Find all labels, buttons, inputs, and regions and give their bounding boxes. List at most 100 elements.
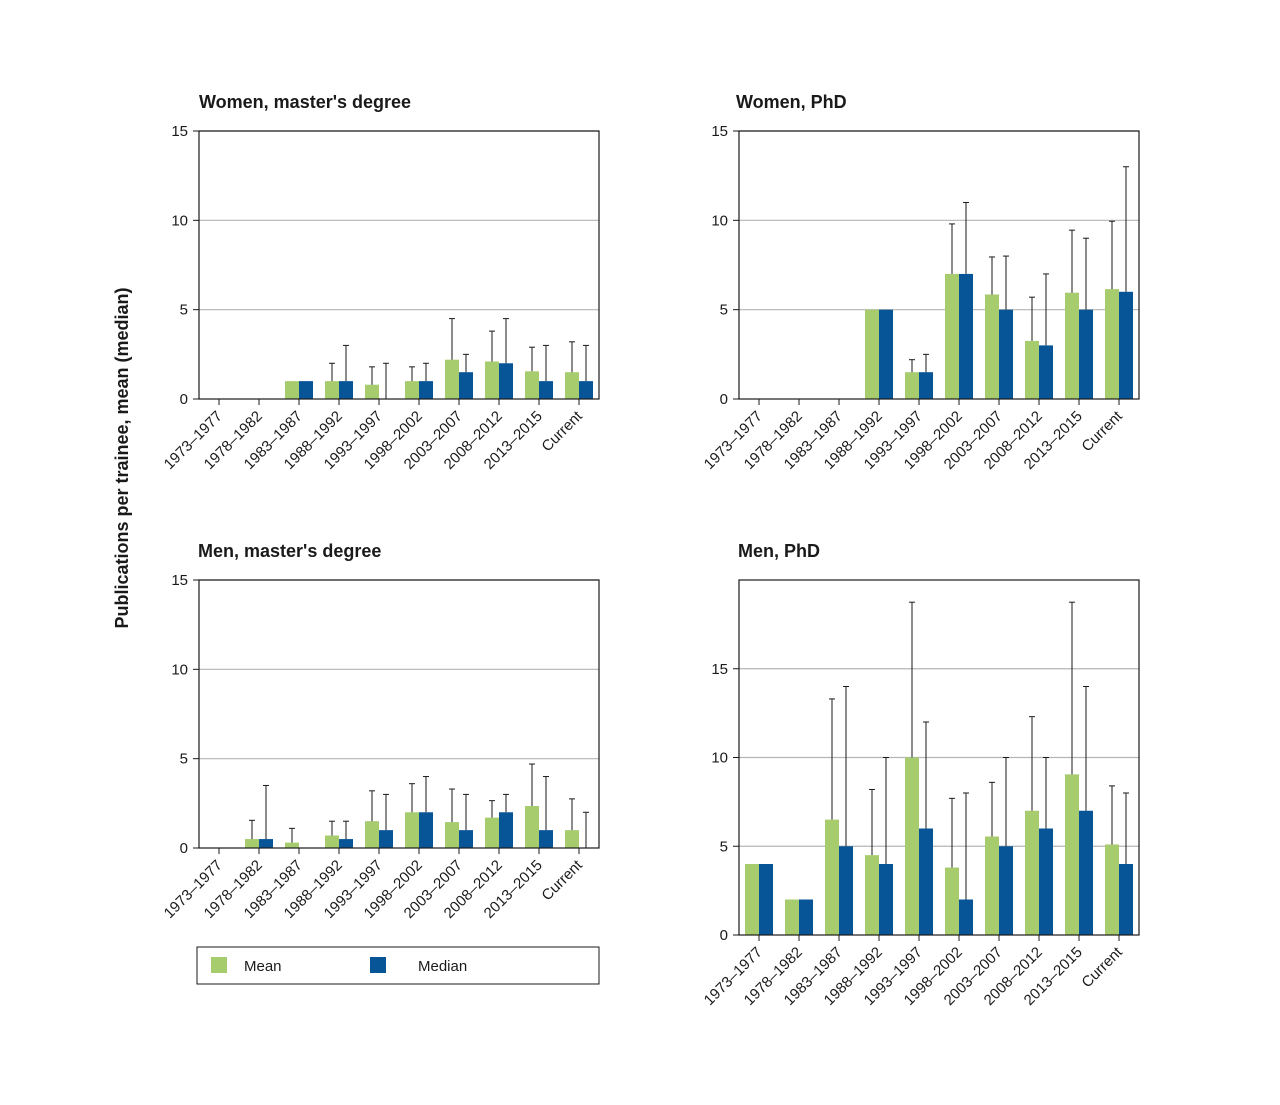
- bar-mean: [1105, 844, 1119, 935]
- bar-median: [879, 864, 893, 935]
- bar-median: [299, 381, 313, 399]
- panel-1: Women, master's degree0510151973–1977197…: [161, 92, 600, 473]
- panel-2: Women, PhD0510151973–19771978–19821983–1…: [701, 92, 1140, 473]
- bar-mean: [445, 822, 459, 848]
- bar-mean: [745, 864, 759, 935]
- panel-title: Men, master's degree: [198, 541, 381, 561]
- bar-median: [499, 363, 513, 399]
- y-tick-label: 5: [720, 302, 728, 319]
- bar-median: [459, 372, 473, 399]
- bar-mean: [945, 273, 959, 399]
- bar-mean: [565, 372, 579, 399]
- bar-mean: [285, 842, 299, 848]
- bar-median: [1119, 291, 1133, 399]
- bar-median: [259, 839, 273, 848]
- bar-median: [499, 812, 513, 848]
- bar-median: [879, 309, 893, 399]
- bar-mean: [865, 855, 879, 935]
- bar-median: [1039, 345, 1053, 399]
- y-tick-label: 5: [180, 751, 188, 768]
- y-tick-label: 10: [171, 212, 188, 229]
- plot-frame: [738, 130, 1140, 400]
- bar-mean: [1105, 289, 1119, 399]
- plot-frame: [738, 579, 1140, 936]
- bar-mean: [525, 806, 539, 848]
- bar-mean: [485, 817, 499, 848]
- y-tick-label: 0: [720, 391, 728, 408]
- y-tick-label: 15: [171, 572, 188, 589]
- bar-mean: [565, 830, 579, 848]
- bar-median: [919, 828, 933, 935]
- bar-median: [579, 381, 593, 399]
- legend-box: [196, 946, 600, 985]
- bar-mean: [325, 835, 339, 848]
- bar-mean: [1065, 774, 1079, 935]
- bar-median: [339, 839, 353, 848]
- bar-mean: [365, 384, 379, 399]
- bar-mean: [985, 294, 999, 399]
- bar-mean: [285, 381, 299, 399]
- plot-frame: [198, 579, 600, 849]
- bar-mean: [825, 819, 839, 935]
- bar-median: [1079, 309, 1093, 399]
- y-tick-label: 5: [720, 838, 728, 855]
- y-tick-label: 15: [711, 661, 728, 678]
- bar-median: [419, 812, 433, 848]
- panel-3: Men, master's degree0510151973–19771978–…: [161, 541, 600, 922]
- bar-median: [759, 864, 773, 935]
- x-tick-label: Current: [538, 407, 586, 455]
- x-tick-label: Current: [538, 856, 586, 904]
- panel-title: Women, master's degree: [199, 92, 411, 112]
- y-tick-label: 15: [171, 123, 188, 140]
- panel-title: Women, PhD: [736, 92, 847, 112]
- bar-mean: [485, 361, 499, 399]
- bar-median: [379, 830, 393, 848]
- legend: Mean Median: [196, 946, 600, 985]
- bar-mean: [905, 757, 919, 935]
- bar-median: [999, 846, 1013, 935]
- bar-median: [1079, 810, 1093, 935]
- bar-mean: [405, 381, 419, 399]
- panel-title: Men, PhD: [738, 541, 820, 561]
- bar-mean: [1025, 340, 1039, 399]
- y-tick-label: 10: [711, 750, 728, 767]
- legend-swatch-mean: [211, 957, 227, 973]
- bar-median: [1119, 864, 1133, 935]
- bar-mean: [985, 836, 999, 935]
- bar-median: [539, 830, 553, 848]
- y-tick-label: 15: [711, 123, 728, 140]
- legend-label-median: Median: [418, 958, 467, 975]
- y-tick-label: 0: [720, 927, 728, 944]
- bar-median: [959, 899, 973, 935]
- bar-mean: [445, 359, 459, 399]
- y-tick-label: 0: [180, 391, 188, 408]
- bar-mean: [325, 381, 339, 399]
- y-tick-label: 5: [180, 302, 188, 319]
- y-tick-label: 0: [180, 840, 188, 857]
- bar-median: [839, 846, 853, 935]
- bar-mean: [405, 812, 419, 848]
- panel-4: Men, PhD0510151973–19771978–19821983–198…: [701, 541, 1140, 1009]
- x-tick-label: Current: [1078, 943, 1126, 991]
- legend-swatch-median: [370, 957, 386, 973]
- bar-median: [959, 273, 973, 399]
- bar-median: [1039, 828, 1053, 935]
- bar-median: [919, 372, 933, 399]
- bar-median: [539, 381, 553, 399]
- bar-mean: [1065, 292, 1079, 399]
- bar-median: [339, 381, 353, 399]
- bar-mean: [525, 371, 539, 399]
- bar-median: [419, 381, 433, 399]
- bar-mean: [945, 867, 959, 935]
- y-axis-label: Publications per trainee, mean (median): [112, 287, 132, 628]
- bar-mean: [1025, 810, 1039, 935]
- bar-mean: [905, 372, 919, 399]
- x-tick-label: Current: [1078, 407, 1126, 455]
- bar-median: [459, 830, 473, 848]
- legend-label-mean: Mean: [244, 958, 282, 975]
- bar-mean: [365, 821, 379, 848]
- bar-mean: [865, 309, 879, 399]
- bar-mean: [785, 899, 799, 935]
